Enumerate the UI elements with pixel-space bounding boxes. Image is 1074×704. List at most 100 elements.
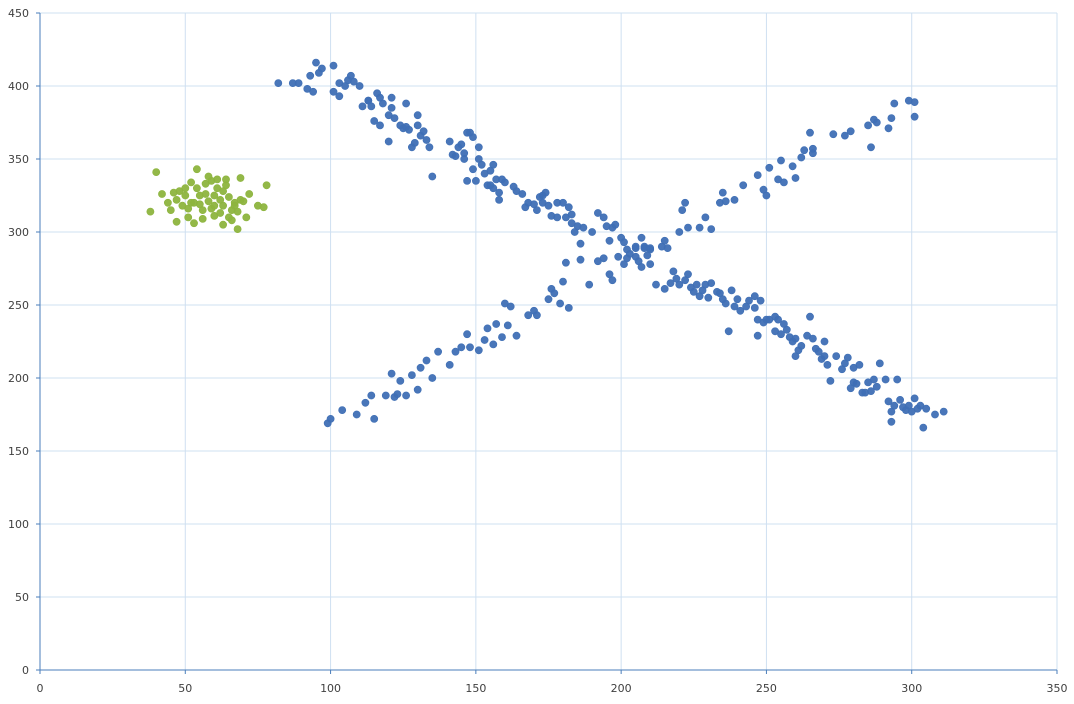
data-point-series-2 xyxy=(274,79,283,87)
data-point-series-2 xyxy=(910,98,919,106)
data-point-series-2 xyxy=(306,71,315,80)
data-point-series-2 xyxy=(777,330,785,339)
data-point-series-2 xyxy=(626,249,634,258)
data-point-series-2 xyxy=(791,174,800,182)
data-point-series-2 xyxy=(637,263,646,271)
y-tick-label: 300 xyxy=(8,226,29,239)
data-point-series-2 xyxy=(774,315,782,324)
data-point-series-2 xyxy=(753,331,762,340)
data-point-series-2 xyxy=(402,391,410,400)
data-point-series-2 xyxy=(489,340,498,349)
data-point-series-2 xyxy=(460,155,469,163)
data-point-series-2 xyxy=(489,184,498,193)
data-point-series-2 xyxy=(611,220,620,229)
data-point-series-2 xyxy=(797,153,806,162)
data-point-series-2 xyxy=(675,228,684,236)
x-tick-label: 350 xyxy=(1047,682,1068,695)
data-point-series-2 xyxy=(492,320,501,328)
data-point-series-2 xyxy=(387,93,396,102)
data-point-series-1 xyxy=(259,203,268,212)
y-tick-label: 350 xyxy=(8,153,29,166)
data-point-series-2 xyxy=(919,423,928,432)
y-tick-label: 450 xyxy=(8,7,29,20)
data-point-series-2 xyxy=(559,198,567,207)
data-point-series-2 xyxy=(864,121,872,130)
data-point-series-2 xyxy=(721,197,730,206)
data-point-series-1 xyxy=(239,197,248,206)
data-point-series-2 xyxy=(553,213,562,222)
data-point-series-2 xyxy=(791,334,800,343)
y-tick-label: 50 xyxy=(15,591,29,604)
data-point-series-2 xyxy=(887,417,896,426)
data-point-series-2 xyxy=(466,343,474,352)
data-point-series-2 xyxy=(829,130,838,139)
data-point-series-2 xyxy=(564,203,573,212)
data-point-series-2 xyxy=(631,244,640,252)
data-point-series-2 xyxy=(765,163,774,172)
data-point-series-2 xyxy=(750,303,759,312)
data-point-series-2 xyxy=(317,64,326,73)
data-point-series-2 xyxy=(405,125,413,134)
x-tick-label: 200 xyxy=(611,682,632,695)
data-point-series-2 xyxy=(457,343,466,352)
data-point-series-2 xyxy=(893,375,902,384)
data-point-series-1 xyxy=(181,184,190,193)
data-point-series-2 xyxy=(855,360,864,369)
data-point-series-2 xyxy=(669,267,678,276)
data-point-series-1 xyxy=(233,207,242,216)
data-point-series-2 xyxy=(381,391,390,400)
data-point-series-1 xyxy=(152,168,161,176)
data-point-series-2 xyxy=(361,398,370,407)
data-point-series-2 xyxy=(806,128,814,137)
data-point-series-2 xyxy=(663,244,672,252)
data-point-series-1 xyxy=(227,216,236,225)
data-point-series-2 xyxy=(614,252,623,261)
data-point-series-2 xyxy=(579,223,588,232)
data-point-series-1 xyxy=(210,201,219,210)
data-point-series-2 xyxy=(512,331,521,340)
data-point-series-2 xyxy=(422,356,431,365)
data-point-series-2 xyxy=(620,238,628,247)
data-point-series-2 xyxy=(777,156,785,165)
data-point-series-2 xyxy=(428,172,437,181)
data-point-series-2 xyxy=(884,397,893,406)
data-point-series-2 xyxy=(646,244,655,252)
data-point-series-2 xyxy=(753,171,762,179)
data-point-series-2 xyxy=(358,102,367,111)
y-tick-label: 100 xyxy=(8,518,29,531)
x-tick-label: 100 xyxy=(320,682,341,695)
data-point-series-2 xyxy=(788,162,797,171)
axes xyxy=(36,12,1058,674)
data-point-series-2 xyxy=(480,336,489,344)
y-tick-label: 200 xyxy=(8,372,29,385)
data-point-series-2 xyxy=(407,371,416,379)
data-point-series-2 xyxy=(477,160,486,169)
data-point-series-2 xyxy=(474,143,483,152)
data-point-series-2 xyxy=(823,360,832,369)
data-point-series-2 xyxy=(335,92,344,101)
data-point-series-2 xyxy=(872,118,881,127)
data-point-series-2 xyxy=(384,137,393,146)
data-point-series-2 xyxy=(739,181,748,190)
data-point-series-2 xyxy=(870,375,878,384)
data-point-series-2 xyxy=(809,334,817,343)
data-point-series-2 xyxy=(681,198,689,207)
data-point-series-2 xyxy=(707,225,716,233)
data-point-series-2 xyxy=(425,143,434,152)
data-point-series-2 xyxy=(736,306,745,315)
data-point-series-2 xyxy=(326,414,335,423)
data-point-series-2 xyxy=(556,299,564,308)
data-point-series-1 xyxy=(198,214,207,223)
data-point-series-2 xyxy=(852,379,861,388)
data-point-series-2 xyxy=(684,223,692,232)
data-point-series-1 xyxy=(204,197,213,206)
data-point-series-2 xyxy=(533,311,541,320)
data-point-series-2 xyxy=(550,289,559,298)
data-point-series-2 xyxy=(413,385,422,394)
data-point-series-2 xyxy=(463,330,471,339)
data-point-series-2 xyxy=(652,280,660,289)
data-point-series-2 xyxy=(413,121,422,130)
data-point-series-2 xyxy=(367,391,376,400)
x-tick-label: 300 xyxy=(901,682,922,695)
data-point-series-2 xyxy=(500,178,509,187)
